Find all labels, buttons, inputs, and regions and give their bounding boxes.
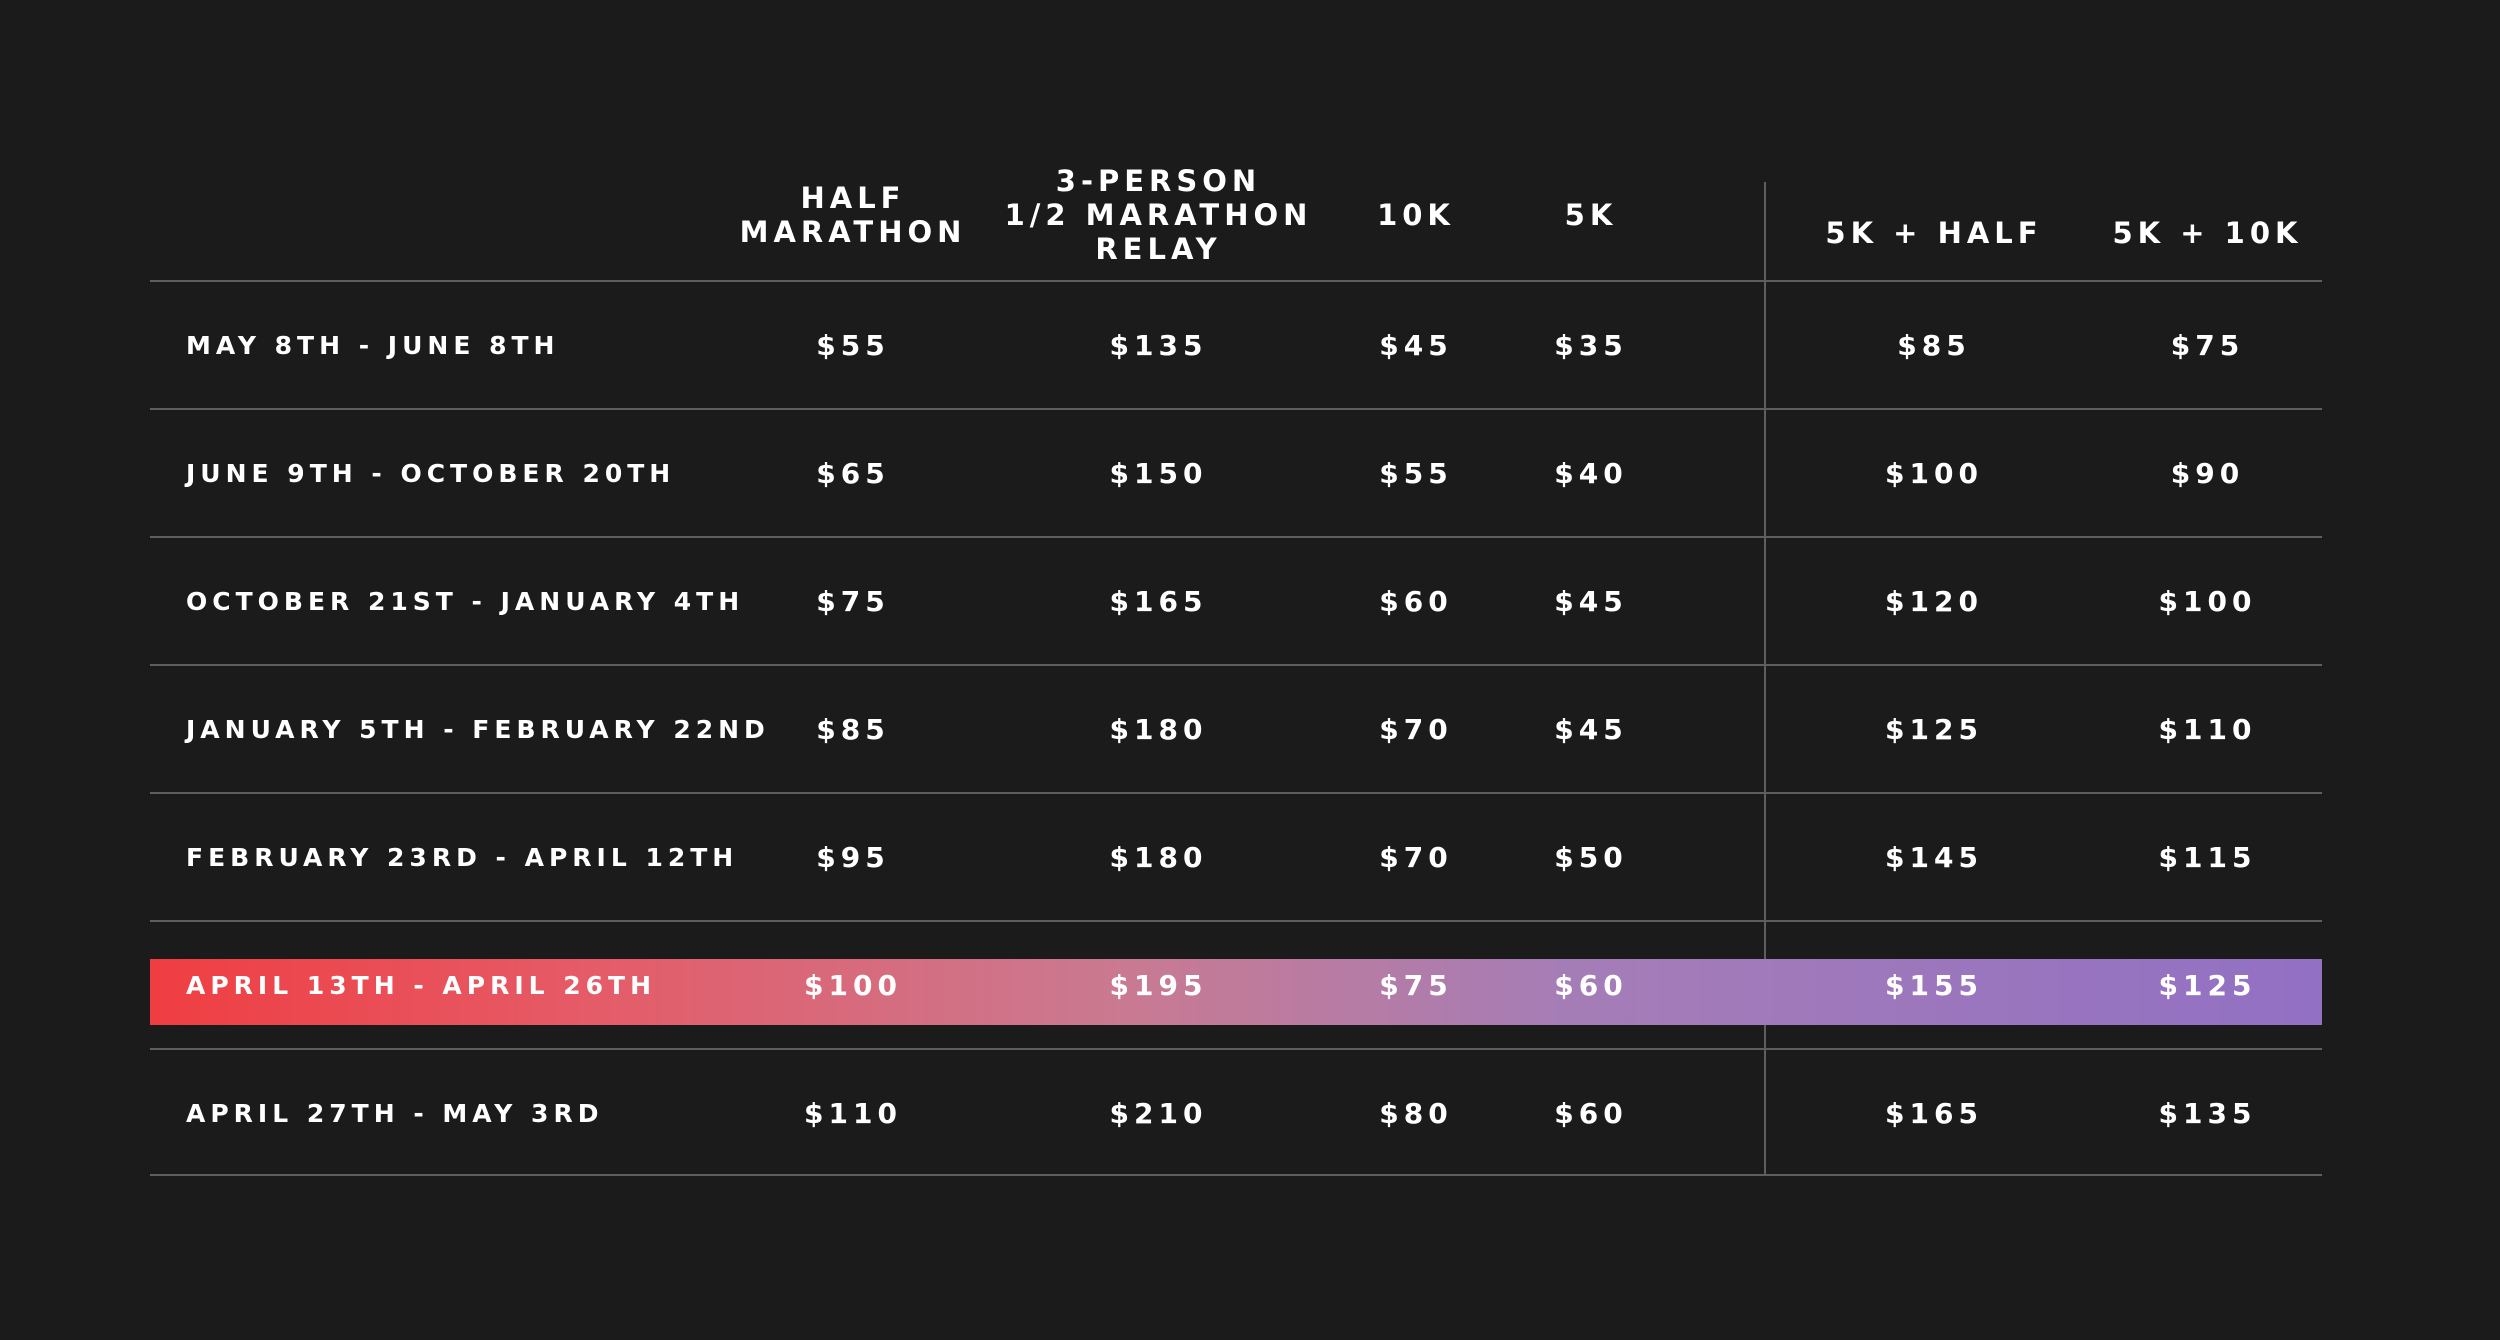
price-half-marathon: $85 bbox=[816, 712, 890, 746]
column-header-line: MARATHON bbox=[739, 215, 967, 249]
table-row: JANUARY 5TH - FEBRUARY 22ND $85 $180 $70… bbox=[150, 666, 2322, 792]
row-divider bbox=[150, 1174, 2322, 1176]
period-label: FEBRUARY 23RD - APRIL 12TH bbox=[186, 842, 739, 872]
table-row: FEBRUARY 23RD - APRIL 12TH $95 $180 $70 … bbox=[150, 794, 2322, 920]
price-5k-half: $100 bbox=[1885, 456, 1983, 490]
row-divider bbox=[150, 536, 2322, 538]
row-divider bbox=[150, 792, 2322, 794]
price-half-marathon: $65 bbox=[816, 456, 890, 490]
row-divider bbox=[150, 408, 2322, 410]
price-5k: $45 bbox=[1554, 712, 1628, 746]
column-header-line: 1/2 MARATHON bbox=[1004, 198, 1313, 232]
row-divider bbox=[150, 920, 2322, 922]
price-5k-10k: $135 bbox=[2158, 1096, 2257, 1130]
price-5k-half: $165 bbox=[1885, 1096, 1983, 1130]
column-header-line: RELAY bbox=[1095, 232, 1222, 266]
price-half-marathon: $110 bbox=[804, 1096, 902, 1130]
price-5k-10k: $75 bbox=[2170, 328, 2245, 362]
table-row: OCTOBER 21ST - JANUARY 4TH $75 $165 $60 … bbox=[150, 538, 2322, 664]
column-header-line: 5K + HALF bbox=[1825, 216, 2043, 250]
table-header: HALF MARATHON 3-PERSON 1/2 MARATHON RELA… bbox=[150, 150, 2322, 280]
period-label: APRIL 27TH - MAY 3RD bbox=[186, 1098, 604, 1128]
price-10k: $45 bbox=[1379, 328, 1453, 362]
period-label: JANUARY 5TH - FEBRUARY 22ND bbox=[186, 714, 770, 744]
current-period-highlight-band bbox=[150, 959, 2322, 1025]
price-5k-half: $125 bbox=[1885, 712, 1983, 746]
column-header-relay: 3-PERSON 1/2 MARATHON RELAY bbox=[981, 150, 1336, 280]
price-relay: $180 bbox=[1109, 712, 1208, 746]
price-half-marathon: $75 bbox=[816, 584, 890, 618]
period-label: APRIL 13TH - APRIL 26TH bbox=[186, 970, 657, 1000]
column-header-10k: 10K bbox=[1336, 150, 1496, 280]
table-row: APRIL 27TH - MAY 3RD $110 $210 $80 $60 $… bbox=[150, 1050, 2322, 1176]
price-10k: $75 bbox=[1379, 968, 1453, 1002]
price-5k-10k: $90 bbox=[2170, 456, 2245, 490]
price-relay: $135 bbox=[1109, 328, 1208, 362]
price-5k-10k: $125 bbox=[2158, 968, 2257, 1002]
price-half-marathon: $95 bbox=[816, 840, 890, 874]
price-5k-10k: $115 bbox=[2158, 840, 2257, 874]
price-5k-half: $145 bbox=[1885, 840, 1983, 874]
price-half-marathon: $100 bbox=[804, 968, 902, 1002]
price-5k: $60 bbox=[1554, 968, 1628, 1002]
price-relay: $210 bbox=[1109, 1096, 1208, 1130]
period-label: JUNE 9TH - OCTOBER 20TH bbox=[186, 458, 676, 488]
column-header-line: 5K bbox=[1564, 198, 1618, 232]
price-5k-10k: $110 bbox=[2158, 712, 2257, 746]
table-row: JUNE 9TH - OCTOBER 20TH $65 $150 $55 $40… bbox=[150, 410, 2322, 536]
column-header-line: 3-PERSON bbox=[1055, 164, 1262, 198]
price-5k: $40 bbox=[1554, 456, 1628, 490]
price-5k: $50 bbox=[1554, 840, 1628, 874]
row-divider bbox=[150, 280, 2322, 282]
price-half-marathon: $55 bbox=[816, 328, 890, 362]
period-label: MAY 8TH - JUNE 8TH bbox=[186, 330, 560, 360]
price-10k: $70 bbox=[1379, 712, 1453, 746]
combo-column-divider bbox=[1764, 182, 1766, 1176]
price-10k: $55 bbox=[1379, 456, 1453, 490]
column-header-5k-half: 5K + HALF bbox=[1775, 168, 2093, 298]
price-5k-half: $155 bbox=[1885, 968, 1983, 1002]
table-row-current-period: APRIL 13TH - APRIL 26TH $100 $195 $75 $6… bbox=[150, 922, 2322, 1048]
price-5k: $35 bbox=[1554, 328, 1628, 362]
column-header-line: 5K + 10K bbox=[2112, 216, 2303, 250]
period-label: OCTOBER 21ST - JANUARY 4TH bbox=[186, 586, 745, 616]
price-relay: $195 bbox=[1109, 968, 1208, 1002]
column-header-5k: 5K bbox=[1496, 150, 1686, 280]
price-5k-10k: $100 bbox=[2158, 584, 2257, 618]
row-divider bbox=[150, 664, 2322, 666]
column-header-half-marathon: HALF MARATHON bbox=[725, 150, 981, 280]
column-header-line: HALF bbox=[800, 181, 906, 215]
price-10k: $80 bbox=[1379, 1096, 1453, 1130]
column-header-line: 10K bbox=[1377, 198, 1455, 232]
price-5k-half: $120 bbox=[1885, 584, 1983, 618]
price-10k: $60 bbox=[1379, 584, 1453, 618]
price-5k-half: $85 bbox=[1897, 328, 1971, 362]
price-relay: $150 bbox=[1109, 456, 1208, 490]
row-divider bbox=[150, 1048, 2322, 1050]
column-header-5k-10k: 5K + 10K bbox=[2093, 168, 2322, 298]
pricing-table: HALF MARATHON 3-PERSON 1/2 MARATHON RELA… bbox=[150, 150, 2322, 1176]
price-10k: $70 bbox=[1379, 840, 1453, 874]
price-5k: $60 bbox=[1554, 1096, 1628, 1130]
price-relay: $180 bbox=[1109, 840, 1208, 874]
price-5k: $45 bbox=[1554, 584, 1628, 618]
price-relay: $165 bbox=[1109, 584, 1208, 618]
table-row: MAY 8TH - JUNE 8TH $55 $135 $45 $35 $85 … bbox=[150, 282, 2322, 408]
